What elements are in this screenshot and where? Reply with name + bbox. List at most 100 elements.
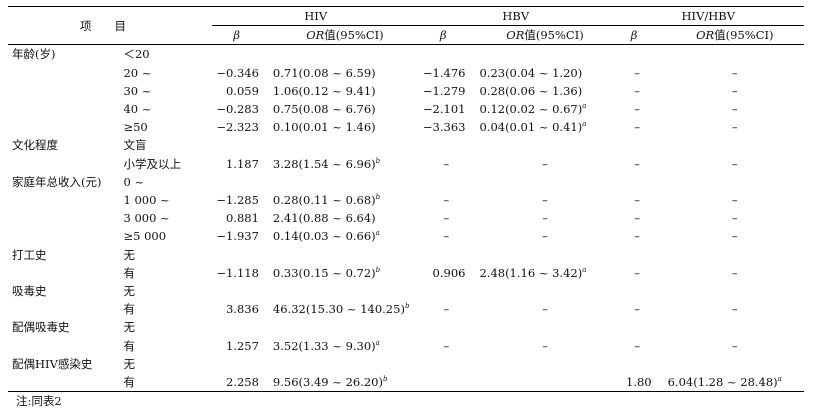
hbv-beta-cell: – [419, 227, 471, 245]
hiv-or-cell-text: 0.14(0.03 ~ 0.66) [272, 229, 376, 244]
hiv-beta-cell: −0.346 [212, 64, 264, 82]
co-beta-cell-text: – [634, 156, 640, 171]
co-or-cell-text: – [731, 193, 738, 208]
hiv-beta-cell [212, 282, 264, 300]
table-row: 有 3.836 46.32(15.30 ~ 140.25)b – – – – [8, 300, 804, 318]
co-beta-cell: 1.80 [612, 373, 660, 393]
co-beta-cell: – [613, 191, 660, 209]
hiv-or-cell: 0.10(0.01 ~ 1.46) [265, 118, 419, 136]
hbv-beta-cell [418, 373, 472, 393]
level-cell: 20 ~ [119, 64, 212, 82]
co-or-cell: – [660, 300, 804, 318]
level-cell-text: 0 ~ [123, 174, 145, 189]
level-cell: 30 ~ [119, 82, 212, 100]
hiv-beta-cell-text: 1.187 [225, 156, 259, 171]
hbv-or-cell [471, 355, 612, 373]
variable-cell [8, 264, 119, 282]
or-italic: OR [506, 28, 525, 43]
co-or-cell [660, 355, 804, 373]
hbv-or-cell: – [471, 227, 612, 245]
level-cell-text: 3 000 ~ [123, 211, 170, 226]
hiv-or-cell [265, 246, 419, 264]
co-or-cell-text: – [731, 302, 738, 317]
header-sub-row: β OR值(95%CI) β OR值(95%CI) β OR值(95%CI) [8, 25, 804, 46]
variable-cell [8, 191, 119, 209]
level-cell: 0 ~ [119, 173, 212, 191]
variable-cell-text: 年龄(岁) [12, 47, 56, 62]
hiv-or-cell-text: 1.06(0.12 ~ 9.41) [272, 83, 376, 98]
hiv-or-cell [265, 282, 419, 300]
significance-mark: b [382, 375, 388, 384]
hiv-beta-cell [212, 355, 264, 373]
hbv-or-cell-text: – [542, 193, 548, 208]
variable-cell [8, 64, 119, 82]
table-row: 家庭年总收入(元) 0 ~ [8, 173, 804, 191]
level-cell: ＜20 [119, 45, 212, 64]
hiv-beta-cell: −1.937 [212, 227, 264, 245]
hiv-beta-cell-text: −1.118 [216, 265, 259, 280]
logistic-regression-table: 项 目 HIV HBV HIV/HBV β OR值(95%CI) β OR值(9… [8, 5, 804, 393]
hbv-or-cell-text: 2.48(1.16 ~ 3.42) [479, 265, 583, 280]
hbv-or-cell: 0.23(0.04 ~ 1.20) [471, 64, 612, 82]
table-row: 20 ~ −0.346 0.71(0.08 ~ 6.59) −1.476 0.23(0.… [8, 64, 804, 82]
co-beta-cell-text: – [634, 338, 640, 353]
hiv-or-cell: 0.71(0.08 ~ 6.59) [265, 64, 419, 82]
co-or-cell-text: – [731, 265, 738, 280]
hbv-beta-cell-text: – [443, 302, 450, 317]
hiv-beta-cell: −1.118 [212, 264, 264, 282]
level-cell: 有 [119, 337, 212, 355]
co-beta-cell [613, 246, 660, 264]
significance-mark: a [582, 266, 587, 275]
co-beta-cell: – [613, 155, 660, 173]
co-beta-cell: – [613, 82, 660, 100]
hiv-beta-cell: 2.258 [212, 373, 265, 393]
hiv-or-cell: 2.41(0.88 ~ 6.64) [265, 209, 419, 227]
co-or-cell [660, 246, 804, 264]
variable-cell [8, 337, 119, 355]
significance-mark: a [582, 102, 587, 111]
co-or-cell: – [660, 118, 804, 136]
co-or-cell-text: – [731, 211, 738, 226]
co-or-cell: – [660, 227, 804, 245]
co-beta-cell-text: – [634, 120, 640, 135]
co-or-cell-text: – [731, 65, 738, 80]
hbv-or-cell [471, 173, 612, 191]
table-row: ≥5 000 −1.937 0.14(0.03 ~ 0.66)a – – – – [8, 227, 804, 245]
co-beta-cell: – [613, 227, 660, 245]
co-or-cell: – [660, 82, 804, 100]
co-or-cell: – [660, 264, 804, 282]
level-cell: 3 000 ~ [119, 209, 212, 227]
hbv-beta-cell: – [419, 337, 471, 355]
hbv-or-cell-text: – [542, 338, 548, 353]
co-or-cell-text: – [731, 338, 738, 353]
table-row: 配偶HIV感染史 无 [8, 355, 804, 373]
hbv-beta-cell [419, 45, 471, 64]
co-or-cell-text: – [731, 83, 738, 98]
hiv-or-cell-text: 2.41(0.88 ~ 6.64) [272, 211, 376, 226]
hiv-beta-cell: −0.283 [212, 100, 264, 118]
header-co-beta: β [612, 25, 660, 46]
hiv-or-cell-text: 3.28(1.54 ~ 6.96) [272, 156, 376, 171]
table-row: 小学及以上 1.187 3.28(1.54 ~ 6.96)b – – – – [8, 155, 804, 173]
header-hiv-hbv: HIV/HBV [612, 5, 804, 27]
hiv-beta-cell-text: −0.346 [216, 65, 259, 80]
variable-cell: 文化程度 [8, 136, 119, 154]
hiv-beta-cell: 1.187 [212, 155, 264, 173]
level-cell-text: ＜20 [123, 47, 150, 62]
level-cell: 40 ~ [119, 100, 212, 118]
hiv-or-cell-text: 0.28(0.11 ~ 0.68) [272, 193, 376, 208]
co-beta-cell-text: – [634, 229, 640, 244]
significance-mark: b [375, 193, 381, 202]
header-hiv-or: OR值(95%CI) [264, 25, 419, 46]
table-body: 年龄(岁) ＜20 20 ~ −0.346 0.71(0.08 ~ 6.59) −1.47… [8, 45, 804, 393]
hiv-beta-cell-text: −0.283 [216, 102, 259, 117]
hbv-beta-cell-text: – [443, 156, 450, 171]
table-row: 3 000 ~ 0.881 2.41(0.88 ~ 6.64) – – – – [8, 209, 804, 227]
hbv-beta-cell [419, 246, 471, 264]
table-row: 年龄(岁) ＜20 [8, 45, 804, 64]
variable-cell: 吸毒史 [8, 282, 119, 300]
table-row: 有 −1.118 0.33(0.15 ~ 0.72)b 0.906 2.48(1.16 … [8, 264, 804, 282]
variable-cell-text: 配偶HIV感染史 [12, 356, 93, 371]
hiv-or-cell [265, 45, 419, 64]
level-cell-text: 40 ~ [123, 102, 152, 117]
